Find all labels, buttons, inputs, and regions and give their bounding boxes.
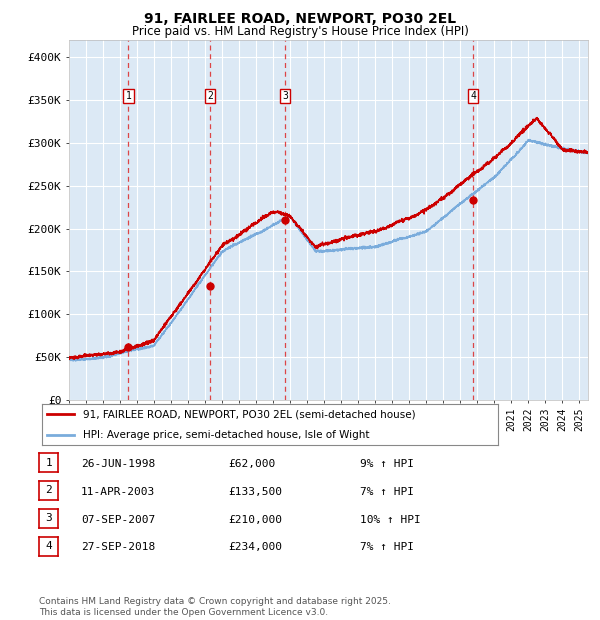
- Text: 10% ↑ HPI: 10% ↑ HPI: [360, 515, 421, 525]
- Text: 91, FAIRLEE ROAD, NEWPORT, PO30 2EL (semi-detached house): 91, FAIRLEE ROAD, NEWPORT, PO30 2EL (sem…: [83, 409, 416, 420]
- Text: 2: 2: [207, 91, 213, 101]
- Text: £210,000: £210,000: [228, 515, 282, 525]
- Text: 11-APR-2003: 11-APR-2003: [81, 487, 155, 497]
- Text: 2: 2: [45, 485, 52, 495]
- Text: 91, FAIRLEE ROAD, NEWPORT, PO30 2EL: 91, FAIRLEE ROAD, NEWPORT, PO30 2EL: [144, 12, 456, 27]
- Text: £62,000: £62,000: [228, 459, 275, 469]
- Text: £133,500: £133,500: [228, 487, 282, 497]
- Text: 07-SEP-2007: 07-SEP-2007: [81, 515, 155, 525]
- Text: 1: 1: [45, 458, 52, 467]
- Text: Price paid vs. HM Land Registry's House Price Index (HPI): Price paid vs. HM Land Registry's House …: [131, 25, 469, 38]
- Text: Contains HM Land Registry data © Crown copyright and database right 2025.
This d: Contains HM Land Registry data © Crown c…: [39, 598, 391, 617]
- Text: 26-JUN-1998: 26-JUN-1998: [81, 459, 155, 469]
- Text: HPI: Average price, semi-detached house, Isle of Wight: HPI: Average price, semi-detached house,…: [83, 430, 370, 440]
- Text: 7% ↑ HPI: 7% ↑ HPI: [360, 487, 414, 497]
- Text: 4: 4: [470, 91, 476, 101]
- Text: 9% ↑ HPI: 9% ↑ HPI: [360, 459, 414, 469]
- Text: 1: 1: [125, 91, 131, 101]
- Text: 3: 3: [45, 513, 52, 523]
- Text: 27-SEP-2018: 27-SEP-2018: [81, 542, 155, 552]
- Text: 7% ↑ HPI: 7% ↑ HPI: [360, 542, 414, 552]
- Text: £234,000: £234,000: [228, 542, 282, 552]
- Text: 3: 3: [282, 91, 288, 101]
- Text: 4: 4: [45, 541, 52, 551]
